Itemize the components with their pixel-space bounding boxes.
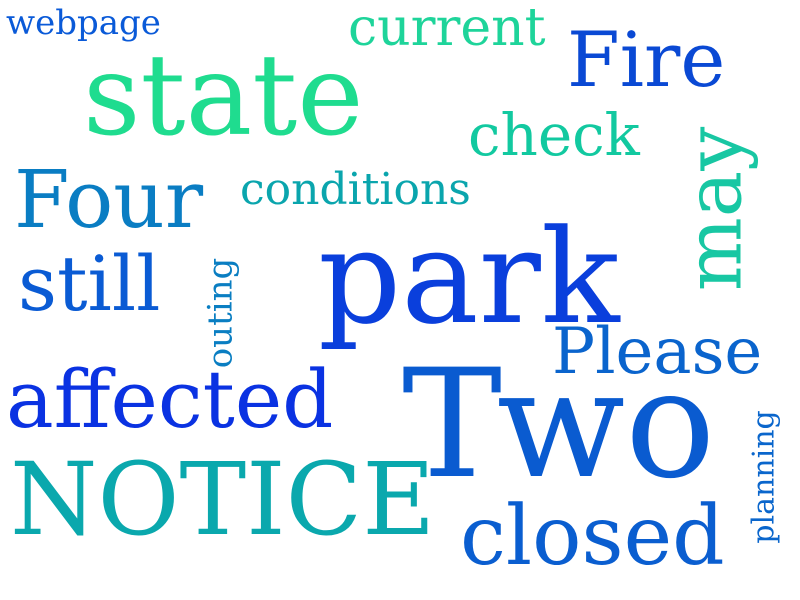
word-park: park	[318, 201, 620, 353]
word-notice: NOTICE	[10, 441, 436, 558]
word-current: current	[348, 0, 546, 58]
word-closed: closed	[460, 489, 725, 584]
word-conditions: conditions	[240, 164, 471, 215]
word-still: still	[18, 239, 161, 328]
word-affected: affected	[6, 353, 334, 446]
word-four: Four	[14, 153, 204, 246]
word-webpage: webpage	[6, 3, 161, 43]
word-check: check	[468, 101, 640, 169]
word-planning: planning	[746, 410, 782, 544]
word-please: Please	[552, 315, 763, 389]
word-may: may	[669, 126, 760, 292]
word-two: Two	[402, 338, 716, 512]
word-outing: outing	[200, 257, 241, 369]
word-fire: Fire	[567, 15, 726, 104]
word-state: state	[83, 31, 364, 161]
